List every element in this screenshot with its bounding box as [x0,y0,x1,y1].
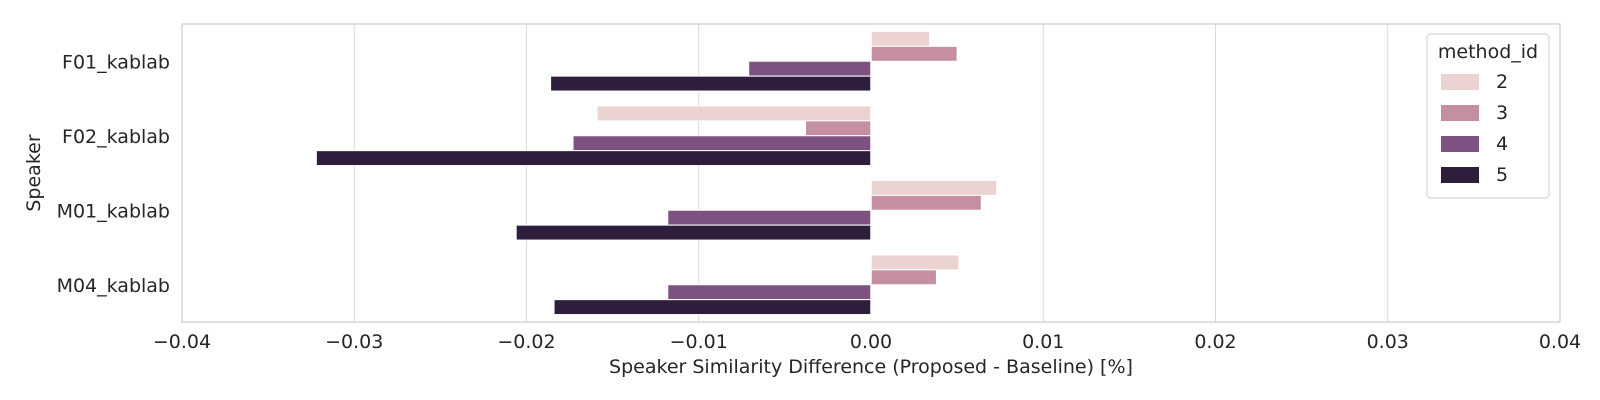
bar [805,120,872,137]
bar [870,179,998,196]
bar [572,135,872,152]
bars [315,30,998,316]
bar [667,209,872,226]
bar [870,194,982,211]
bar [596,105,872,122]
x-tick-labels: −0.04 −0.03 −0.02 −0.01 0.00 0.01 0.02 0.03 0.04 [153,331,1581,353]
bar [870,254,960,271]
legend-items: 2 3 4 5 [1441,71,1508,186]
y-tick-label: M04_kablab [57,275,170,297]
x-tick-label: 0.04 [1539,331,1581,353]
x-tick-label: 0.01 [1022,331,1064,353]
bar [748,60,872,77]
legend-title: method_id [1438,41,1538,63]
bar [550,75,872,92]
x-tick-label: −0.03 [325,331,383,353]
y-tick-label: M01_kablab [57,200,170,222]
x-tick-label: 0.02 [1194,331,1236,353]
x-tick-label: −0.01 [670,331,728,353]
y-tick-label: F01_kablab [62,51,170,73]
x-tick-label: 0.03 [1367,331,1409,353]
legend: method_id 2 3 4 5 [1426,33,1550,199]
y-axis-label: Speaker [23,134,45,211]
legend-swatch [1441,74,1479,90]
legend-swatch [1441,167,1479,183]
x-tick-label: −0.02 [497,331,555,353]
y-tick-labels: F01_kablab F02_kablab M01_kablab M04_kablab [57,51,170,297]
bar [870,269,937,286]
bar [515,224,872,241]
legend-swatch [1441,105,1479,121]
legend-entry: 2 [1496,71,1508,93]
legend-entry: 3 [1496,102,1508,124]
bar [553,299,872,316]
bar [315,150,872,167]
plot-frame [181,23,1561,323]
legend-swatch [1441,136,1479,152]
bar [870,30,931,47]
x-tick-label: −0.04 [153,331,211,353]
legend-entry: 4 [1496,133,1508,155]
y-tick-label: F02_kablab [62,126,170,148]
legend-entry: 5 [1496,164,1508,186]
x-axis-label: Speaker Similarity Difference (Proposed … [609,356,1133,378]
bar [667,284,872,301]
x-tick-label: 0.00 [850,331,892,353]
bar [870,45,958,62]
